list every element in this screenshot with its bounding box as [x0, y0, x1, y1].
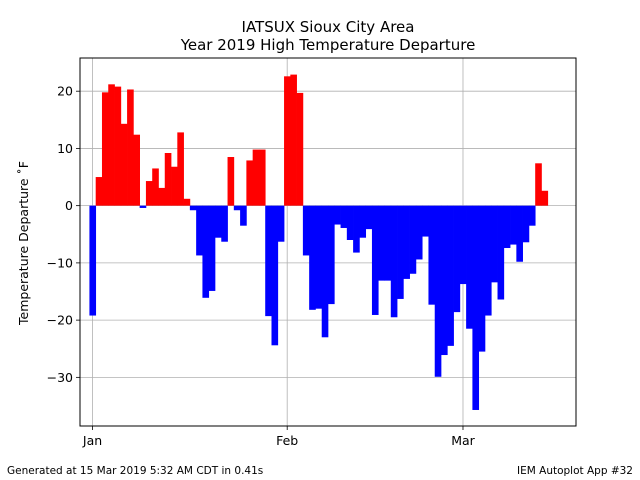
- bar: [390, 205, 398, 318]
- bar: [328, 205, 335, 305]
- bar: [510, 205, 517, 245]
- bar: [108, 84, 115, 206]
- bar: [296, 92, 304, 206]
- bar: [252, 149, 260, 206]
- y-tick-label: −30: [47, 370, 73, 385]
- axis-ticks: 20 10 0 −10 −20 −30 Jan Feb Mar: [47, 84, 476, 448]
- bar: [441, 205, 448, 356]
- bar: [384, 205, 392, 281]
- bar: [284, 76, 291, 206]
- bar: [466, 205, 473, 329]
- bar: [478, 205, 486, 352]
- footer-app-text: IEM Autoplot App #32: [517, 465, 633, 477]
- bar: [371, 205, 379, 315]
- bar: [183, 198, 191, 206]
- bar: [428, 205, 436, 305]
- bar: [271, 205, 279, 346]
- bar: [397, 205, 404, 299]
- bar: [334, 205, 341, 225]
- plot-frame: [79, 57, 577, 427]
- y-tick-label: 20: [57, 84, 73, 99]
- bar: [120, 123, 128, 206]
- bar: [434, 205, 442, 377]
- bar: [258, 149, 266, 206]
- chart-subtitle: Year 2019 High Temperature Departure: [180, 36, 476, 54]
- bars: [89, 74, 549, 410]
- bar: [491, 205, 498, 283]
- bar: [101, 92, 109, 206]
- y-tick-label: −10: [47, 255, 73, 270]
- bar: [359, 205, 367, 238]
- bar: [422, 205, 429, 237]
- bar: [214, 205, 222, 238]
- bar: [472, 205, 480, 410]
- bar: [403, 205, 410, 279]
- bar: [196, 205, 203, 256]
- bar: [541, 190, 549, 206]
- bar: [290, 74, 297, 206]
- bar: [95, 177, 103, 206]
- bar: [409, 205, 417, 274]
- x-tick-label: Feb: [276, 433, 298, 448]
- bar: [346, 205, 354, 240]
- bar: [202, 205, 210, 298]
- chart-title: IATSUX Sioux City Area: [242, 18, 415, 36]
- bar: [497, 205, 505, 300]
- bar: [277, 205, 285, 242]
- bar: [340, 205, 348, 228]
- bar: [246, 160, 254, 206]
- bar: [240, 205, 247, 226]
- bar: [522, 205, 530, 243]
- bar: [208, 205, 216, 291]
- x-tick-label: Mar: [451, 433, 475, 448]
- bar: [365, 205, 373, 230]
- y-axis-label: Temperature Departure ˚F: [16, 161, 31, 326]
- bar: [145, 181, 153, 206]
- bar: [164, 153, 172, 206]
- bar: [353, 205, 360, 253]
- bar: [309, 205, 316, 310]
- bar: [265, 205, 272, 317]
- bar: [516, 205, 523, 262]
- bar: [189, 205, 197, 211]
- bar: [459, 205, 467, 285]
- bar: [152, 168, 159, 206]
- bar: [484, 205, 492, 316]
- footer-generated-text: Generated at 15 Mar 2019 5:32 AM CDT in …: [7, 465, 264, 477]
- bar: [453, 205, 461, 313]
- bar: [158, 187, 166, 206]
- bar: [233, 205, 241, 211]
- bar: [89, 205, 97, 316]
- bar: [114, 86, 122, 206]
- bar: [177, 132, 184, 206]
- bar: [378, 205, 385, 281]
- bar: [221, 205, 228, 242]
- bar: [415, 205, 423, 260]
- y-tick-label: 0: [65, 198, 73, 213]
- bar: [171, 166, 178, 206]
- bar: [315, 205, 323, 309]
- bar: [227, 157, 235, 206]
- bar: [133, 134, 140, 206]
- bar: [535, 163, 542, 206]
- bar: [503, 205, 511, 249]
- x-tick-label: Jan: [82, 433, 102, 448]
- bar: [139, 205, 147, 208]
- bar: [302, 205, 310, 256]
- bar: [447, 205, 454, 346]
- bar: [127, 89, 134, 206]
- bar: [528, 205, 536, 226]
- y-tick-label: 10: [57, 141, 73, 156]
- y-tick-label: −20: [47, 313, 73, 328]
- bar: [321, 205, 329, 338]
